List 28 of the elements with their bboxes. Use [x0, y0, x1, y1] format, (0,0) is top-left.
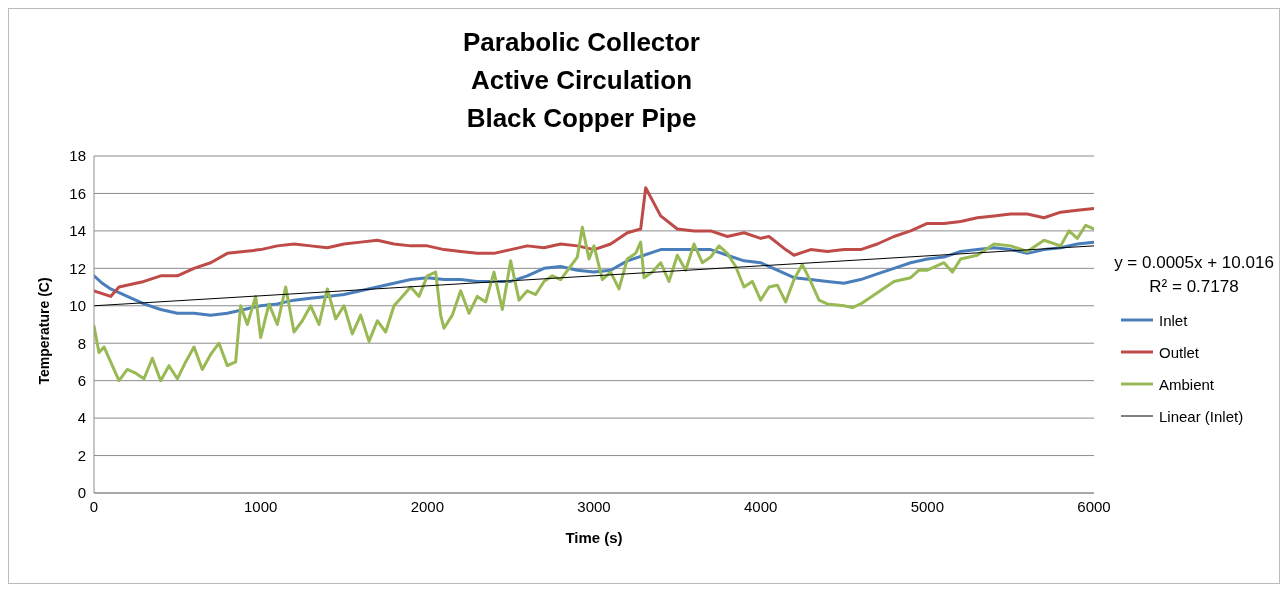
line-series	[94, 223, 1094, 383]
y-tick-label: 12	[69, 259, 86, 277]
legend-label: Linear (Inlet)	[1159, 407, 1244, 425]
chart-title: Parabolic Collector Active Circulation Black Copper Pipe	[462, 26, 701, 135]
x-tick-label: 2000	[410, 497, 445, 515]
x-tick-label: 5000	[910, 497, 945, 515]
y-tick-label: 6	[77, 371, 86, 389]
y-axis-title: Temperature (C)	[35, 277, 52, 385]
y-tick-label: 10	[69, 297, 86, 315]
y-tick-label: 2	[77, 446, 86, 464]
x-tick-label: 3000	[577, 497, 611, 515]
line-series	[94, 186, 1094, 298]
y-tick-label: 14	[69, 222, 86, 240]
text: R² = 0.7178	[1148, 276, 1240, 298]
x-tick-label: 6000	[1077, 497, 1111, 515]
y-tick-label: 16	[69, 184, 86, 202]
x-axis-title: Time (s)	[565, 529, 623, 546]
y-tick-label: 4	[77, 409, 86, 427]
legend-label: Outlet	[1159, 343, 1200, 361]
y-tick-label: 8	[77, 334, 86, 352]
x-tick-label: 0	[89, 497, 99, 515]
legend-label: Ambient	[1159, 375, 1215, 393]
text: y = 0.0005x + 10.016	[1113, 252, 1275, 274]
x-tick-label: 1000	[243, 497, 278, 515]
x-tick-label: 4000	[743, 497, 778, 515]
legend-label: Inlet	[1159, 311, 1188, 329]
y-tick-label: 18	[69, 147, 86, 165]
y-tick-label: 0	[77, 484, 86, 502]
